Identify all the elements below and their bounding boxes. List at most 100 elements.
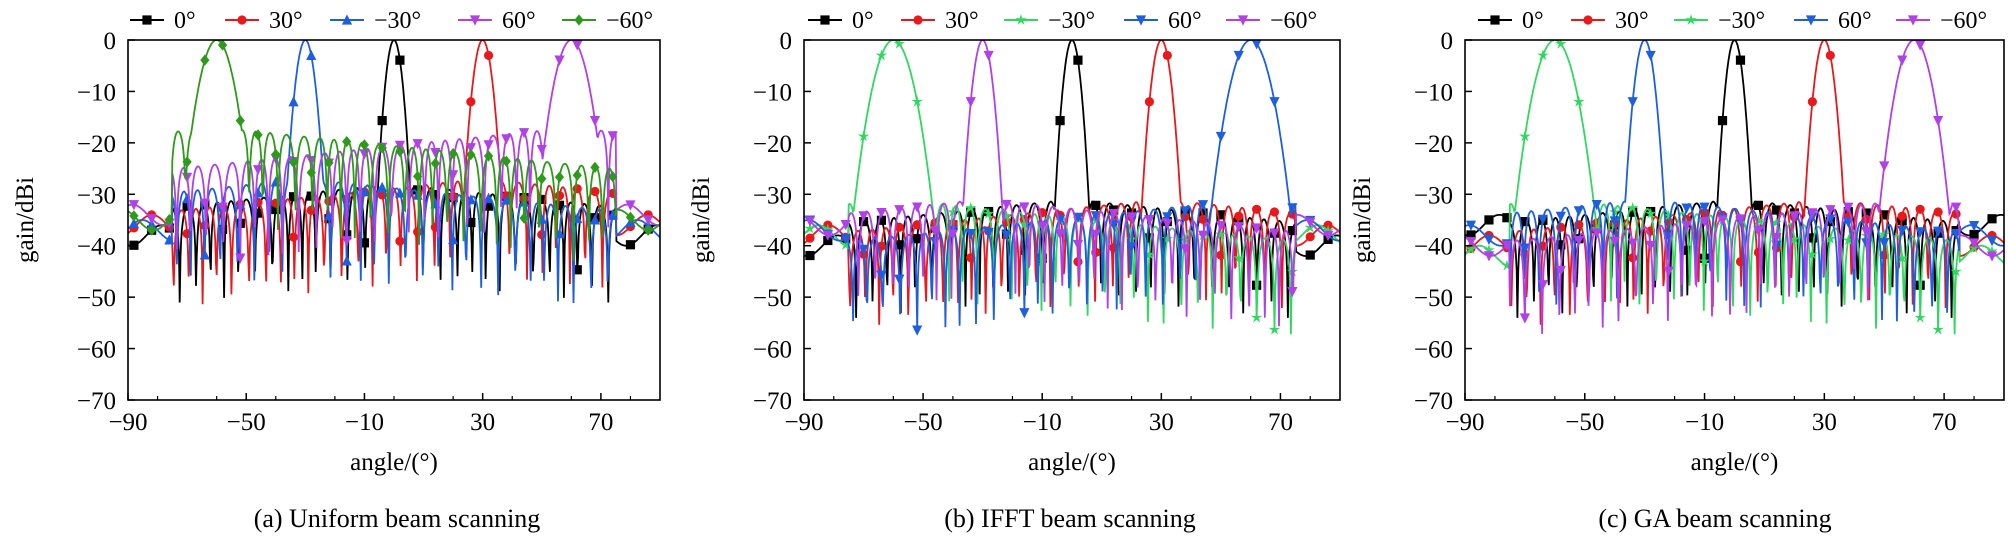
series-marker <box>625 240 636 250</box>
series-marker <box>430 148 441 159</box>
legend-marker <box>237 15 247 25</box>
series-marker <box>1861 227 1872 238</box>
series-marker <box>1789 211 1800 222</box>
series-marker <box>1251 40 1262 50</box>
series-marker <box>271 204 281 215</box>
series-marker <box>1969 229 1979 240</box>
series-marker <box>1233 252 1245 264</box>
legend-label: 0° <box>852 8 874 34</box>
series-marker <box>554 200 565 210</box>
series-marker <box>1752 214 1765 226</box>
legend-label: −60° <box>1270 8 1317 34</box>
series-marker <box>1717 116 1728 126</box>
x-axis-label: angle/(°) <box>1691 449 1779 476</box>
series-marker <box>947 206 959 218</box>
series-marker <box>1950 265 1962 277</box>
series-marker <box>1968 220 1980 232</box>
series-marker <box>1824 232 1837 244</box>
series-marker <box>1933 207 1943 217</box>
series-marker <box>483 150 494 162</box>
x-tick-label: −50 <box>1565 409 1604 436</box>
series-line <box>1465 40 2004 335</box>
series-marker <box>182 156 192 168</box>
series-marker <box>342 136 352 148</box>
y-tick-label: −40 <box>1414 234 1453 261</box>
series-marker <box>1628 253 1638 263</box>
series-marker <box>1216 250 1226 260</box>
series-marker <box>146 214 157 225</box>
series-marker <box>805 250 815 261</box>
series-marker <box>1180 244 1191 255</box>
series-line <box>128 40 660 305</box>
series-marker <box>1537 214 1548 225</box>
series-marker <box>1915 204 1925 214</box>
series-marker <box>466 217 476 228</box>
series-marker <box>1090 229 1101 241</box>
y-tick-label: −50 <box>753 285 792 312</box>
y-tick-label: −70 <box>753 388 792 415</box>
series-marker <box>911 95 923 107</box>
legend-marker <box>1015 13 1027 25</box>
series-marker <box>1091 200 1101 210</box>
series-marker <box>554 171 565 183</box>
series-marker <box>1555 265 1566 277</box>
series-marker <box>1771 205 1782 215</box>
legend-marker <box>341 14 353 25</box>
series-marker <box>1018 218 1031 230</box>
series-marker <box>929 226 941 237</box>
series-marker <box>200 54 210 66</box>
series-marker <box>804 216 816 227</box>
series-marker <box>182 172 193 183</box>
series-marker <box>1019 245 1029 255</box>
series-marker <box>430 157 440 169</box>
legend-label: −60° <box>1940 8 1987 34</box>
series-marker <box>288 96 299 107</box>
series-marker <box>1466 230 1476 240</box>
series-marker <box>1537 49 1549 61</box>
series-marker <box>483 140 494 151</box>
series-marker <box>1072 239 1084 251</box>
series-marker <box>805 233 815 243</box>
series-marker <box>483 192 494 203</box>
series-marker <box>1287 286 1298 298</box>
series-marker <box>448 234 459 245</box>
series-marker <box>501 155 511 167</box>
legend-label: −30° <box>1048 8 1095 34</box>
series-marker <box>857 130 870 142</box>
series-marker <box>1788 233 1801 245</box>
series-marker <box>1608 206 1621 218</box>
legend-marker <box>913 15 923 25</box>
x-tick-label: 30 <box>470 409 495 436</box>
series-marker <box>894 222 904 232</box>
y-tick-label: −20 <box>1414 131 1453 158</box>
legend-marker <box>469 15 481 26</box>
y-tick-label: −40 <box>77 234 116 261</box>
series-marker <box>501 134 512 145</box>
series-marker <box>1144 97 1155 107</box>
series-marker <box>1036 255 1048 267</box>
series-marker <box>1699 202 1710 213</box>
legend-label: −30° <box>374 8 421 34</box>
series-marker <box>253 208 263 218</box>
series-marker <box>822 230 833 241</box>
series-marker <box>912 234 922 244</box>
series-marker <box>1019 202 1030 213</box>
series-marker <box>1555 211 1566 222</box>
series-marker <box>1879 161 1890 172</box>
series-marker <box>1019 308 1030 319</box>
x-tick-label: 70 <box>588 409 613 436</box>
series-marker <box>448 170 459 181</box>
series-marker <box>554 55 565 66</box>
series-marker <box>1879 210 1889 220</box>
x-tick-label: −90 <box>108 409 147 436</box>
series-marker <box>608 171 618 183</box>
series-marker <box>465 143 476 154</box>
series-marker <box>1233 50 1244 62</box>
series-marker <box>1519 313 1530 324</box>
series-marker <box>1483 234 1495 245</box>
panel-b-caption: (b) IFFT beam scanning <box>944 504 1196 533</box>
series-marker <box>1987 214 1997 224</box>
series-marker <box>1770 216 1783 228</box>
series-marker <box>1986 245 1998 257</box>
